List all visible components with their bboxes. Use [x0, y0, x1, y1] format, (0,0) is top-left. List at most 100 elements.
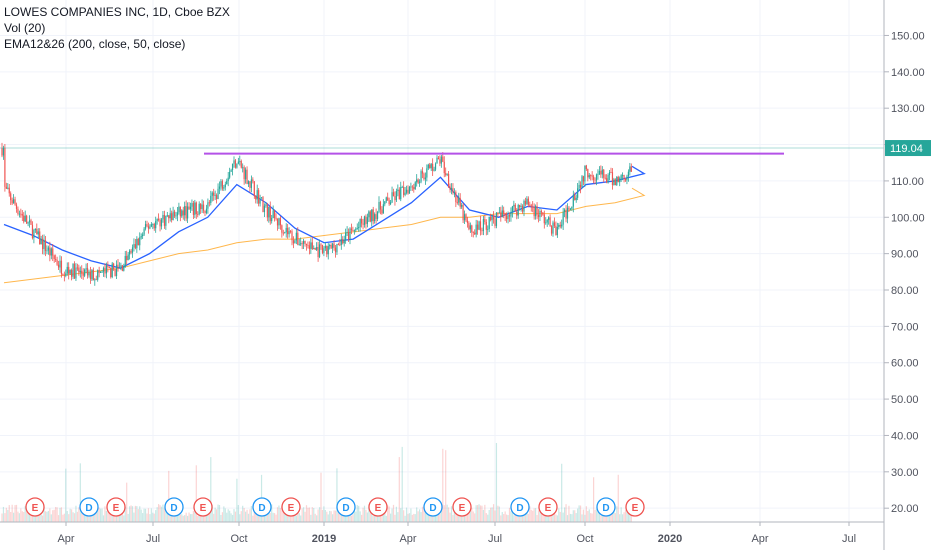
volume-bar	[275, 514, 277, 522]
candlesticks	[1, 142, 632, 286]
volume-bar	[411, 514, 413, 522]
volume-bar	[604, 514, 606, 522]
volume-bar	[611, 510, 614, 522]
volume-bar	[395, 506, 397, 522]
volume-bar	[195, 465, 197, 522]
volume-bar	[288, 513, 290, 522]
volume-study-label[interactable]: Vol (20)	[4, 21, 46, 35]
volume-bar	[129, 506, 131, 522]
candle-body	[191, 203, 193, 207]
candle-body	[617, 176, 619, 183]
volume-bar	[65, 468, 67, 522]
event-circle	[164, 497, 184, 517]
volume-bar	[221, 512, 223, 522]
volume-bar	[223, 506, 225, 522]
volume-bar	[536, 515, 538, 522]
volume-bar	[442, 448, 444, 522]
candle-body	[365, 216, 367, 224]
candle-body	[623, 174, 625, 178]
volume-bar	[400, 508, 402, 522]
volume-bar	[79, 463, 81, 522]
candle-body	[184, 206, 186, 216]
volume-bar	[78, 507, 80, 522]
candle-body	[175, 215, 177, 217]
candle-body	[374, 214, 376, 222]
volume-bar	[627, 513, 629, 522]
volume-bar	[226, 512, 228, 522]
candle-body	[390, 202, 392, 205]
candle-body	[516, 211, 518, 216]
candle-body	[255, 195, 257, 200]
candle-body	[562, 211, 564, 225]
candle-body	[256, 190, 258, 200]
volume-bar	[574, 510, 576, 522]
volume-bar	[363, 505, 366, 522]
volume-bar	[191, 514, 193, 522]
candle-body	[349, 228, 351, 240]
volume-bar	[246, 509, 248, 522]
volume-bar	[27, 508, 29, 522]
candle-body	[340, 239, 342, 245]
symbol-title[interactable]: LOWES COMPANIES INC, 1D, Cboe BZX	[4, 5, 230, 19]
volume-bar	[133, 512, 135, 522]
volume-bar	[152, 512, 154, 522]
volume-bar	[66, 511, 68, 522]
candle-body	[224, 184, 226, 188]
candle-body	[23, 215, 25, 222]
candle-body	[316, 247, 318, 250]
volume-bar	[401, 446, 403, 522]
candle-body	[462, 204, 464, 221]
candle-body	[362, 223, 364, 225]
last-price-tag: 119.04	[885, 140, 931, 157]
candle-body	[481, 230, 483, 232]
candle-body	[92, 269, 94, 281]
volume-bar	[427, 512, 429, 522]
candle-body	[323, 248, 325, 253]
candle-body	[182, 210, 184, 216]
y-tick-label: 50.00	[891, 394, 919, 406]
candle-body	[21, 214, 23, 216]
candle-body	[548, 217, 550, 220]
candle-body	[508, 215, 511, 217]
volume-bar	[15, 504, 18, 522]
volume-bar	[305, 505, 308, 522]
candle-body	[307, 244, 309, 246]
volume-bar	[310, 514, 312, 522]
dividend-marker: D	[79, 497, 99, 517]
candle-body	[517, 205, 519, 216]
candle-body	[346, 231, 348, 233]
volume-bar	[424, 504, 426, 522]
candle-body	[593, 176, 595, 180]
volume-bar	[21, 511, 23, 522]
candle-body	[73, 263, 76, 279]
y-tick-label: 140.00	[891, 67, 925, 79]
volume-bar	[208, 511, 210, 522]
candle-body	[358, 227, 360, 229]
y-tick-label: 30.00	[891, 467, 919, 479]
volume-bar	[198, 515, 200, 522]
volume-bar	[492, 504, 495, 522]
dividend-marker: D	[164, 497, 184, 517]
candle-body	[269, 206, 271, 222]
ema-study-label[interactable]: EMA12&26 (200, close, 50, close)	[4, 37, 186, 51]
volume-bar	[475, 505, 477, 522]
volume-bar	[318, 507, 321, 522]
event-circle	[252, 497, 272, 517]
candle-body	[369, 211, 371, 222]
candle-body	[66, 266, 68, 274]
volume-bar	[274, 513, 276, 522]
candle-body	[588, 175, 590, 178]
volume-bar	[479, 505, 482, 522]
price-axis[interactable]: 150.00140.00130.00120.00110.00100.0090.0…	[883, 0, 932, 550]
volume-bar	[229, 510, 231, 522]
y-tick-label: 110.00	[891, 176, 924, 188]
candle-body	[149, 226, 151, 229]
volume-bar	[69, 508, 71, 522]
volume-bar	[111, 515, 113, 522]
time-axis[interactable]: Apr Jul Oct 2019 Apr Jul Oct 2020 Apr Jul	[0, 521, 884, 545]
candle-body	[450, 187, 453, 190]
candle-body	[121, 265, 123, 271]
candle-body	[297, 232, 299, 245]
candle-body	[53, 255, 55, 259]
